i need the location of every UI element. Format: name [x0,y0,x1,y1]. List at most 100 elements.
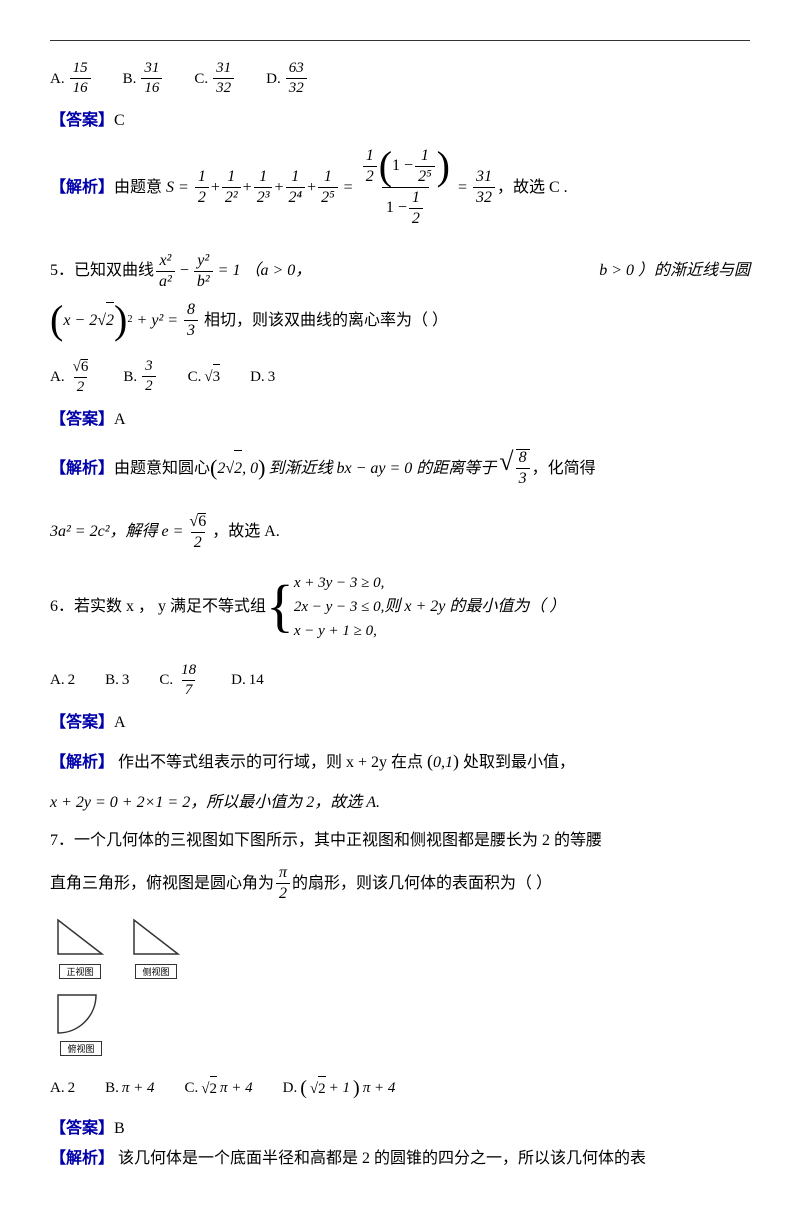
q7-option-a: A. 2 [50,1076,75,1100]
opt-label: C. [185,1076,199,1100]
sector-icon [50,989,112,1039]
answer-label: 【答案】 [50,714,114,731]
tail: ，故选 A. [212,514,280,549]
diag-label: 侧视图 [135,964,176,979]
t: y² [194,253,212,271]
frac-num: 31 [213,61,234,78]
opt-val: 3 [122,668,130,692]
q4-option-a: A. 1516 [50,61,93,96]
q5-options: A. √62 B. 32 C. √3 D. 3 [50,359,750,395]
two: 2 [363,166,377,185]
q7-text2b: 的扇形，则该几何体的表面积为（ ） [292,871,552,897]
q7-answer: 【答案】B [50,1116,750,1142]
triangle-icon [50,914,110,962]
q7-analysis: 【解析】 该几何体是一个底面半径和高都是 2 的圆锥的四分之一，所以该几何体的表 [50,1146,750,1172]
front-view-diagram: 正视图 [50,914,110,979]
frac-den: 16 [70,78,91,96]
opt-label: C. [159,668,173,692]
t: 2 [276,883,290,902]
q5-prefix: 5．已知双曲线 [50,258,154,284]
one: 1 [363,148,377,166]
sys-line: 2x − y − 3 ≤ 0, [294,595,385,619]
q7-line1: 7．一个几何体的三视图如下图所示，其中正视图和侧视图都是腰长为 2 的等腰 [50,828,750,854]
top-view-diagram: 俯视图 [50,989,112,1056]
one: 1 [418,148,432,166]
opt-label: C. [194,67,208,91]
opt-label: D. [266,67,281,91]
eq-tail: = 1 （a > 0， [218,258,312,284]
q6-suffix: 则 x + 2y 的最小值为（ ） [384,589,565,624]
t: 2³ [254,187,273,206]
q7-option-c: C. √2 π + 4 [185,1076,253,1101]
analysis-label: 【解析】 [50,451,114,486]
triangle-icon [126,914,186,962]
t: 3 [516,468,530,487]
analysis-label: 【解析】 [50,1150,114,1167]
q7-line2: 直角三角形，俯视图是圆心角为 π2 的扇形，则该几何体的表面积为（ ） [50,865,750,902]
t: 32 [473,187,495,206]
frac-den: 16 [141,78,162,96]
q7-options: A. 2 B. π + 4 C. √2 π + 4 D. (√2 + 1) π … [50,1072,750,1104]
analysis-text: 作出不等式组表示的可行域，则 x + 2y 在点 [118,754,423,771]
answer-label: 【答案】 [50,112,114,129]
opt-label: A. [50,365,65,389]
frac-num: 63 [286,61,307,78]
sys-line: x + 3y − 3 ≥ 0, [294,571,385,595]
frac-num: 15 [70,61,91,78]
circle-tail: 相切，则该双曲线的离心率为（ ） [204,303,448,338]
answer-label: 【答案】 [50,411,114,428]
t: 2 [195,187,209,206]
two: 2 [409,208,423,227]
opt-label: A. [50,67,65,91]
q6-option-d: D. 14 [231,668,264,692]
t: b² [194,271,213,290]
t: x² [156,253,174,271]
t: √6 [70,359,92,377]
q6-prefix: 6．若实数 x ， y 满足不等式组 [50,589,266,624]
q7-diagrams: 正视图 侧视图 俯视图 [50,914,750,1056]
q4-option-d: D. 6332 [266,61,309,96]
t: 8 [516,450,530,468]
analysis-label: 【解析】 [50,754,114,771]
q4-options: A. 1516 B. 3116 C. 3132 D. 6332 [50,61,750,96]
q6-stem: 6．若实数 x ， y 满足不等式组 { x + 3y − 3 ≥ 0, 2x … [50,571,750,643]
t: 1 [321,169,335,187]
sys-line: x − y + 1 ≥ 0, [294,619,385,643]
frac-num: 31 [141,61,162,78]
opt-val: 2 [68,1076,76,1100]
analysis-text2: 处取到最小值， [463,754,575,771]
formula-lhs: S = [166,170,189,205]
diag-label: 俯视图 [60,1041,101,1056]
opt-label: B. [105,1076,119,1100]
q6-option-a: A. 2 [50,668,75,692]
side-view-diagram: 侧视图 [126,914,186,979]
q5-option-d: D. 3 [250,365,275,389]
opt-val: π + 4 [122,1076,155,1100]
q6-option-c: C. 187 [159,663,201,698]
t: 1 [224,169,238,187]
q7-option-b: B. π + 4 [105,1076,154,1100]
answer-value: C [114,112,125,129]
t: 7 [182,680,196,698]
q4-answer: 【答案】C [50,108,750,134]
opt-val: 3 [268,365,276,389]
q5-analysis2: 3a² = 2c²，解得 e = √62 ，故选 A. [50,513,750,551]
opt-label: B. [123,365,137,389]
q4-option-b: B. 3116 [123,61,165,96]
opt-label: D. [283,1076,298,1100]
opt-label: B. [123,67,137,91]
header-rule [50,40,750,41]
q6-answer: 【答案】A [50,710,750,736]
analysis-text3: ，化简得 [532,451,596,486]
t: 2 [142,376,156,394]
analysis-text2: 到渐近线 bx − ay = 0 的距离等于 [268,451,496,486]
t: √6 [186,513,209,532]
q6-options: A. 2 B. 3 C. 187 D. 14 [50,663,750,698]
t: 1 [256,169,270,187]
q6-option-b: B. 3 [105,668,129,692]
analysis-label: 【解析】 [50,170,114,205]
answer-value: A [114,714,126,731]
analysis-text: 由题意知圆心 [114,451,210,486]
q7-option-d: D. (√2 + 1) π + 4 [283,1072,396,1104]
analysis-suffix: ，故选 C . [497,170,568,205]
